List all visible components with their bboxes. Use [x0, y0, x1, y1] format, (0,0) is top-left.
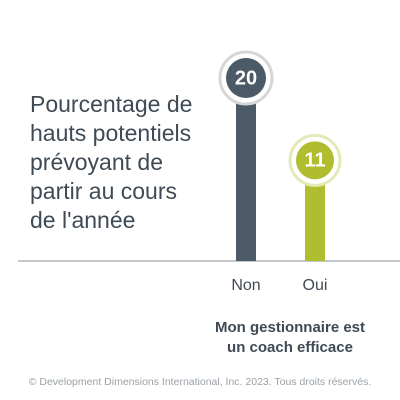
bar-cap	[226, 58, 266, 98]
data-label: 20	[235, 67, 257, 89]
bar-cap	[296, 141, 334, 180]
x-tick-label: Oui	[303, 277, 328, 294]
x-axis-title-line: Mon gestionnaire est	[214, 319, 366, 336]
chart-title-line: prévoyant de	[30, 149, 163, 175]
chart-title-line: Pourcentage de	[30, 91, 193, 117]
chart-title-line: de l'année	[30, 207, 136, 233]
data-label: 11	[304, 150, 325, 172]
x-tick-label: Non	[231, 277, 260, 294]
bar-stem	[236, 78, 256, 261]
chart-title-line: hauts potentiels	[30, 120, 192, 146]
x-axis-title: Mon gestionnaire est un coach efficace	[180, 318, 400, 358]
x-axis-title-line: un coach efficace	[227, 339, 353, 356]
chart-title: Pourcentage de hauts potentiels prévoyan…	[30, 90, 230, 235]
chart-title-line: partir au cours	[30, 178, 178, 204]
copyright-footer: © Development Dimensions International, …	[28, 376, 372, 388]
